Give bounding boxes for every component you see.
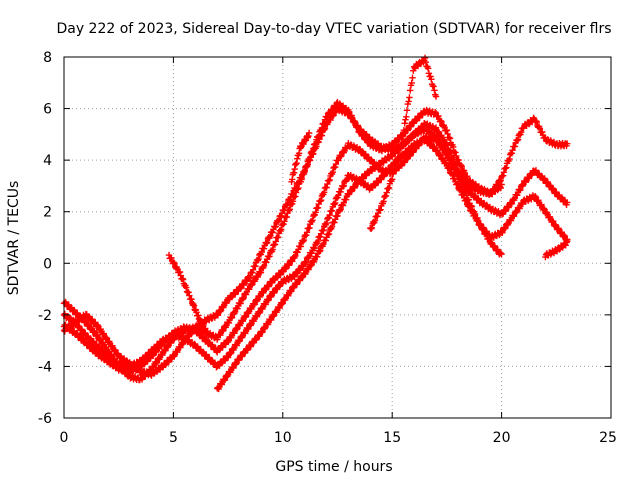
marker-trace bbox=[214, 125, 505, 393]
x-tick-label: 15 bbox=[383, 430, 401, 446]
data-marks bbox=[60, 54, 571, 393]
y-tick-label: 0 bbox=[43, 256, 52, 272]
x-tick-label: 5 bbox=[169, 430, 178, 446]
series-track-8 bbox=[288, 129, 313, 185]
plot-frame bbox=[63, 56, 612, 419]
x-tick-label: 25 bbox=[599, 430, 617, 446]
x-tick-label: 0 bbox=[60, 430, 69, 446]
y-tick-label: -4 bbox=[38, 359, 52, 375]
y-tick-label: -2 bbox=[38, 308, 52, 324]
axis-ticks bbox=[63, 56, 612, 419]
y-tick-label: 6 bbox=[43, 102, 52, 118]
series-track-7 bbox=[165, 251, 212, 340]
x-tick-labels: 0 5 10 15 20 25 bbox=[60, 430, 617, 446]
chart-title: Day 222 of 2023, Sidereal Day-to-day VTE… bbox=[56, 21, 611, 37]
y-tick-label: 8 bbox=[43, 50, 52, 66]
marker-trace bbox=[165, 251, 212, 340]
y-tick-label: 2 bbox=[43, 205, 52, 221]
series-track-6 bbox=[367, 54, 440, 232]
x-tick-label: 20 bbox=[493, 430, 511, 446]
y-axis-title: SDTVAR / TECUs bbox=[6, 181, 22, 296]
x-axis-title: GPS time / hours bbox=[275, 459, 392, 475]
series-track-5 bbox=[214, 125, 505, 393]
y-tick-labels: -6 -4 -2 0 2 4 6 8 bbox=[38, 50, 52, 427]
series-track-9 bbox=[542, 238, 571, 261]
x-tick-label: 10 bbox=[274, 430, 292, 446]
marker-trace bbox=[288, 129, 313, 185]
y-tick-label: 4 bbox=[43, 153, 52, 169]
marker-trace bbox=[542, 238, 571, 261]
y-tick-label: -6 bbox=[38, 411, 52, 427]
marker-trace bbox=[367, 54, 440, 232]
